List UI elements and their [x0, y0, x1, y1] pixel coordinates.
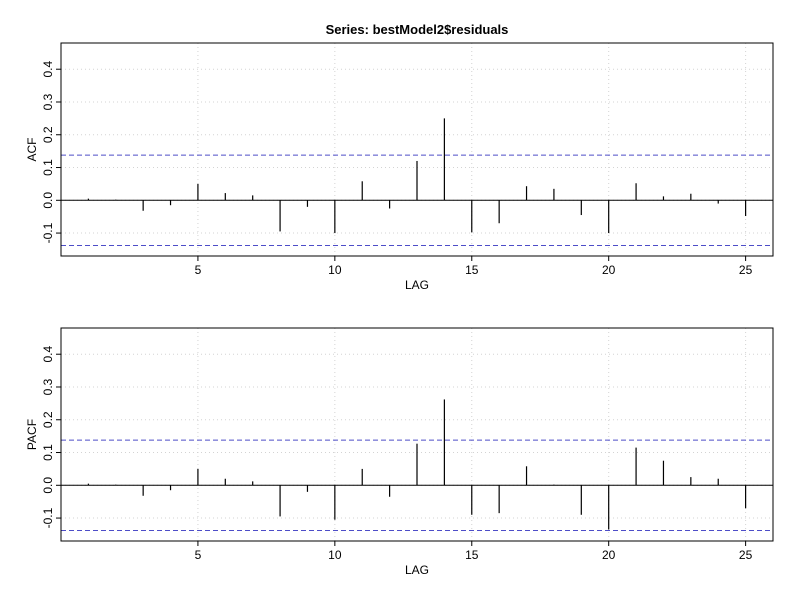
x-tick-label-25: 25 — [739, 263, 753, 277]
plot-frame — [60, 42, 774, 257]
y-tick-label: 0.2 — [41, 411, 55, 428]
x-tick-label-15: 15 — [465, 548, 479, 562]
acf-panel: 5 10 15 20 25 -0.1 0.0 0.1 0.2 0.3 0.4 LAG ACF — [25, 42, 774, 292]
y-tick-label: 0.3 — [41, 93, 55, 110]
y-tick-label: 0.2 — [41, 126, 55, 143]
y-tick-label: 0.4 — [41, 61, 55, 78]
x-tick-label-25: 25 — [739, 548, 753, 562]
y-tick-label: 0.1 — [41, 159, 55, 176]
y-tick-label: 0.1 — [41, 444, 55, 461]
x-tick-label-20: 20 — [602, 263, 616, 277]
x-tick-label-10: 10 — [328, 263, 342, 277]
y-axis-label: ACF — [25, 138, 39, 162]
y-tick-label: 0.3 — [41, 378, 55, 395]
x-tick-label-20: 20 — [602, 548, 616, 562]
pacf-panel: 5 10 15 20 25 -0.1 0.0 0.1 0.2 0.3 0.4 LAG PACF — [25, 327, 774, 577]
chart-title: Series: bestModel2$residuals — [326, 22, 509, 37]
x-tick-label-15: 15 — [465, 263, 479, 277]
x-tick-label-5: 5 — [195, 548, 202, 562]
x-axis-label: LAG — [405, 563, 429, 577]
y-tick-label: 0.0 — [41, 477, 55, 494]
x-axis-label: LAG — [405, 278, 429, 292]
y-tick-label: 0.0 — [41, 192, 55, 209]
x-tick-label-10: 10 — [328, 548, 342, 562]
y-tick-label: -0.1 — [41, 222, 55, 243]
y-axis-label: PACF — [25, 419, 39, 450]
y-tick-label: 0.4 — [41, 346, 55, 363]
x-tick-label-5: 5 — [195, 263, 202, 277]
plot-frame — [60, 327, 774, 542]
y-tick-label: -0.1 — [41, 507, 55, 528]
